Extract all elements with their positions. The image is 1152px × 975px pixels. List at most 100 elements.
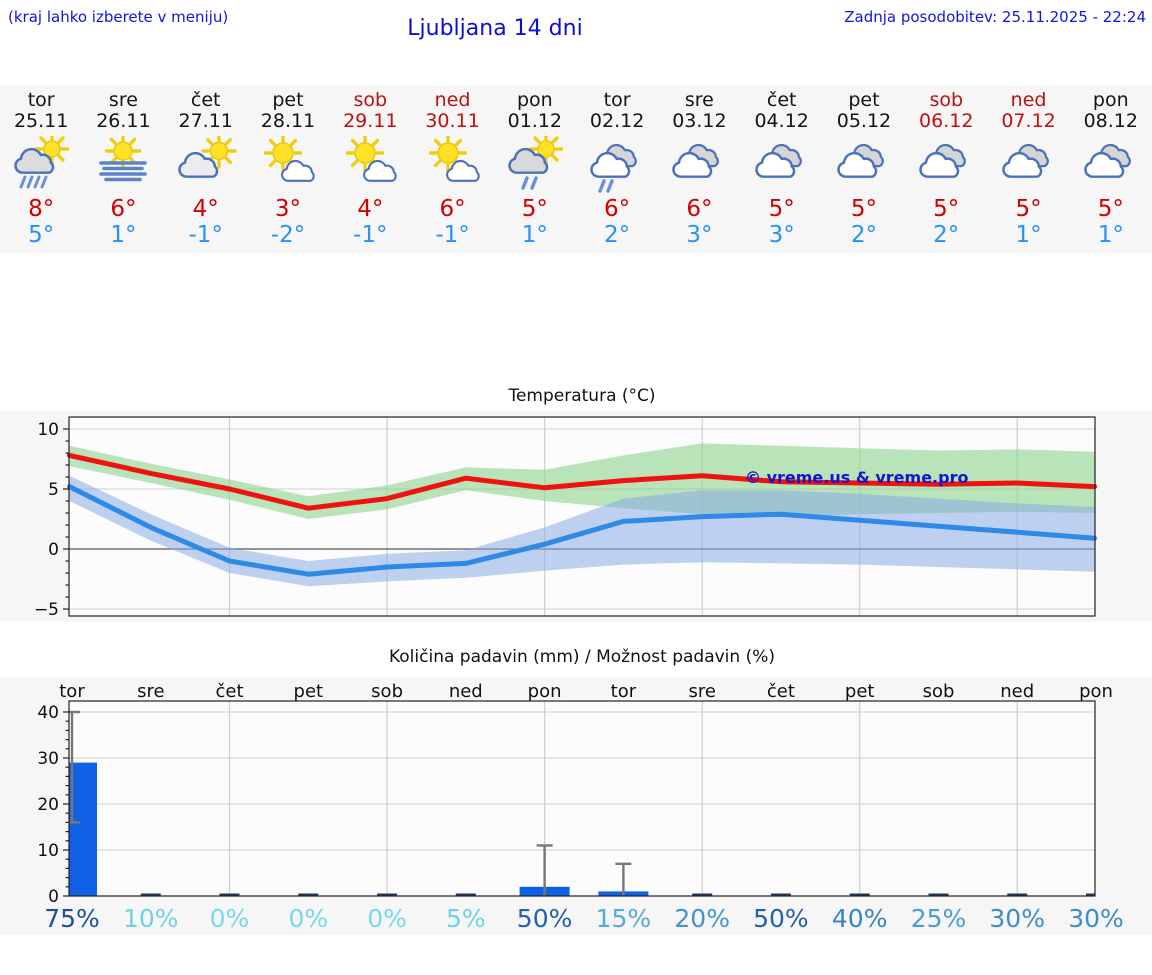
weather-icon bbox=[1070, 136, 1152, 194]
temp-low: -1° bbox=[435, 222, 470, 248]
day-date: 01.12 bbox=[507, 110, 563, 132]
temp-low: 1° bbox=[1015, 222, 1042, 248]
day-name: sre bbox=[684, 89, 714, 111]
location-hint: (kraj lahko izberete v meniju) bbox=[8, 8, 229, 26]
temp-high: 4° bbox=[357, 196, 384, 222]
day-date: 05.12 bbox=[836, 110, 892, 132]
day-name: sob bbox=[353, 89, 388, 111]
precipitation-chart-background bbox=[0, 677, 1152, 935]
temp-chart-title: Temperatura (°C) bbox=[508, 386, 656, 406]
forecast-day: pon 01.12 5° 1° bbox=[494, 85, 576, 253]
forecast-day: pet 05.12 5° 2° bbox=[823, 85, 905, 253]
weather-icon bbox=[165, 133, 247, 194]
weather-icon bbox=[82, 132, 164, 194]
day-name: čet bbox=[190, 89, 221, 111]
temp-high: 5° bbox=[933, 196, 960, 222]
day-name: sre bbox=[108, 89, 138, 111]
temp-low: 3° bbox=[768, 222, 795, 248]
weather-icon bbox=[0, 131, 82, 194]
cloudy-icon bbox=[1001, 143, 1049, 178]
day-name: tor bbox=[603, 89, 631, 111]
forecast-day: pet 28.11 3° -2° bbox=[247, 85, 329, 253]
day-date: 06.12 bbox=[919, 110, 974, 132]
day-date: 25.11 bbox=[13, 110, 69, 132]
weather-icon bbox=[741, 136, 823, 194]
day-date: 04.12 bbox=[754, 110, 809, 132]
temp-high: 4° bbox=[192, 196, 219, 222]
weather-icon bbox=[823, 136, 905, 194]
temp-low: 1° bbox=[1097, 222, 1124, 248]
sun-cloud-rain-icon bbox=[508, 131, 564, 190]
day-name: pon bbox=[1092, 89, 1129, 111]
forecast-day: ned 30.11 6° -1° bbox=[411, 85, 493, 253]
weather-icon bbox=[494, 131, 576, 194]
day-date: 08.12 bbox=[1083, 110, 1138, 132]
temp-high: 3° bbox=[274, 196, 302, 222]
cloudy-icon bbox=[837, 143, 884, 178]
sun-cloud-icon bbox=[428, 133, 480, 182]
day-date: 02.12 bbox=[589, 110, 645, 132]
day-name: ned bbox=[1010, 89, 1047, 111]
day-date: 30.11 bbox=[425, 110, 480, 132]
temp-high: 5° bbox=[1015, 196, 1042, 222]
weather-icon bbox=[576, 136, 658, 194]
temp-low: 2° bbox=[850, 222, 878, 248]
temp-high: 8° bbox=[28, 196, 55, 222]
temp-low: -1° bbox=[353, 222, 388, 248]
forecast-day: pon 08.12 5° 1° bbox=[1070, 85, 1152, 253]
day-name: ned bbox=[434, 89, 471, 111]
temp-high: 5° bbox=[768, 196, 795, 222]
temp-low: 5° bbox=[28, 222, 55, 248]
day-name: tor bbox=[27, 89, 55, 111]
temp-low: -1° bbox=[188, 222, 223, 248]
temp-low: 1° bbox=[110, 222, 137, 248]
temp-high: 6° bbox=[439, 196, 466, 222]
day-date: 03.12 bbox=[672, 110, 727, 132]
sun-fog-icon bbox=[99, 132, 148, 182]
sun-cloud-icon bbox=[263, 133, 315, 182]
temp-high: 6° bbox=[604, 196, 631, 222]
day-date: 27.11 bbox=[178, 110, 233, 132]
weather-icon bbox=[247, 133, 329, 194]
weather-icon bbox=[411, 133, 493, 194]
forecast-day: tor 25.11 8° 5° bbox=[0, 85, 82, 253]
sun-rain-cloud-icon bbox=[14, 131, 70, 189]
weather-icon bbox=[658, 136, 740, 194]
day-date: 29.11 bbox=[343, 110, 398, 132]
day-name: pon bbox=[516, 89, 553, 111]
cloudy-icon bbox=[672, 143, 720, 178]
forecast-day: sob 06.12 5° 2° bbox=[905, 85, 987, 253]
forecast-day: ned 07.12 5° 1° bbox=[987, 85, 1069, 253]
weather-icon bbox=[987, 136, 1069, 194]
temperature-chart-background bbox=[0, 410, 1152, 622]
temp-high: 6° bbox=[686, 196, 713, 222]
last-update: Zadnja posodobitev: 25.11.2025 - 22:24 bbox=[844, 8, 1146, 26]
day-date: 28.11 bbox=[260, 110, 316, 132]
temp-low: -2° bbox=[270, 222, 306, 248]
forecast-day: čet 04.12 5° 3° bbox=[741, 85, 823, 253]
page-title: Ljubljana 14 dni bbox=[407, 16, 583, 41]
day-date: 07.12 bbox=[1001, 110, 1056, 132]
weather-icon bbox=[905, 136, 987, 194]
forecast-day: tor 02.12 6° 2° bbox=[576, 85, 658, 253]
cloudy-icon bbox=[1084, 143, 1131, 178]
cloud-rain-icon bbox=[590, 143, 637, 193]
temp-high: 5° bbox=[850, 196, 878, 222]
cloudy-icon bbox=[754, 143, 802, 178]
precip-chart-title: Količina padavin (mm) / Možnost padavin … bbox=[388, 647, 775, 667]
temp-low: 1° bbox=[521, 222, 548, 248]
sun-cloud-icon bbox=[346, 133, 397, 182]
watermark-link[interactable]: © vreme.us & vreme.pro bbox=[745, 468, 969, 487]
forecast-day: čet 27.11 4° -1° bbox=[165, 85, 247, 253]
temp-high: 6° bbox=[110, 196, 137, 222]
temp-low: 2° bbox=[933, 222, 960, 248]
day-name: pet bbox=[272, 89, 304, 111]
weather-icon bbox=[329, 133, 411, 194]
day-name: sob bbox=[929, 89, 964, 111]
forecast-strip: tor 25.11 8° 5° sre 26.11 6° 1° čet 27.11 4° -1° pe… bbox=[0, 85, 1152, 253]
day-date: 26.11 bbox=[96, 110, 151, 132]
cloudy-icon bbox=[919, 143, 967, 178]
temp-low: 3° bbox=[686, 222, 713, 248]
temp-high: 5° bbox=[521, 196, 548, 222]
